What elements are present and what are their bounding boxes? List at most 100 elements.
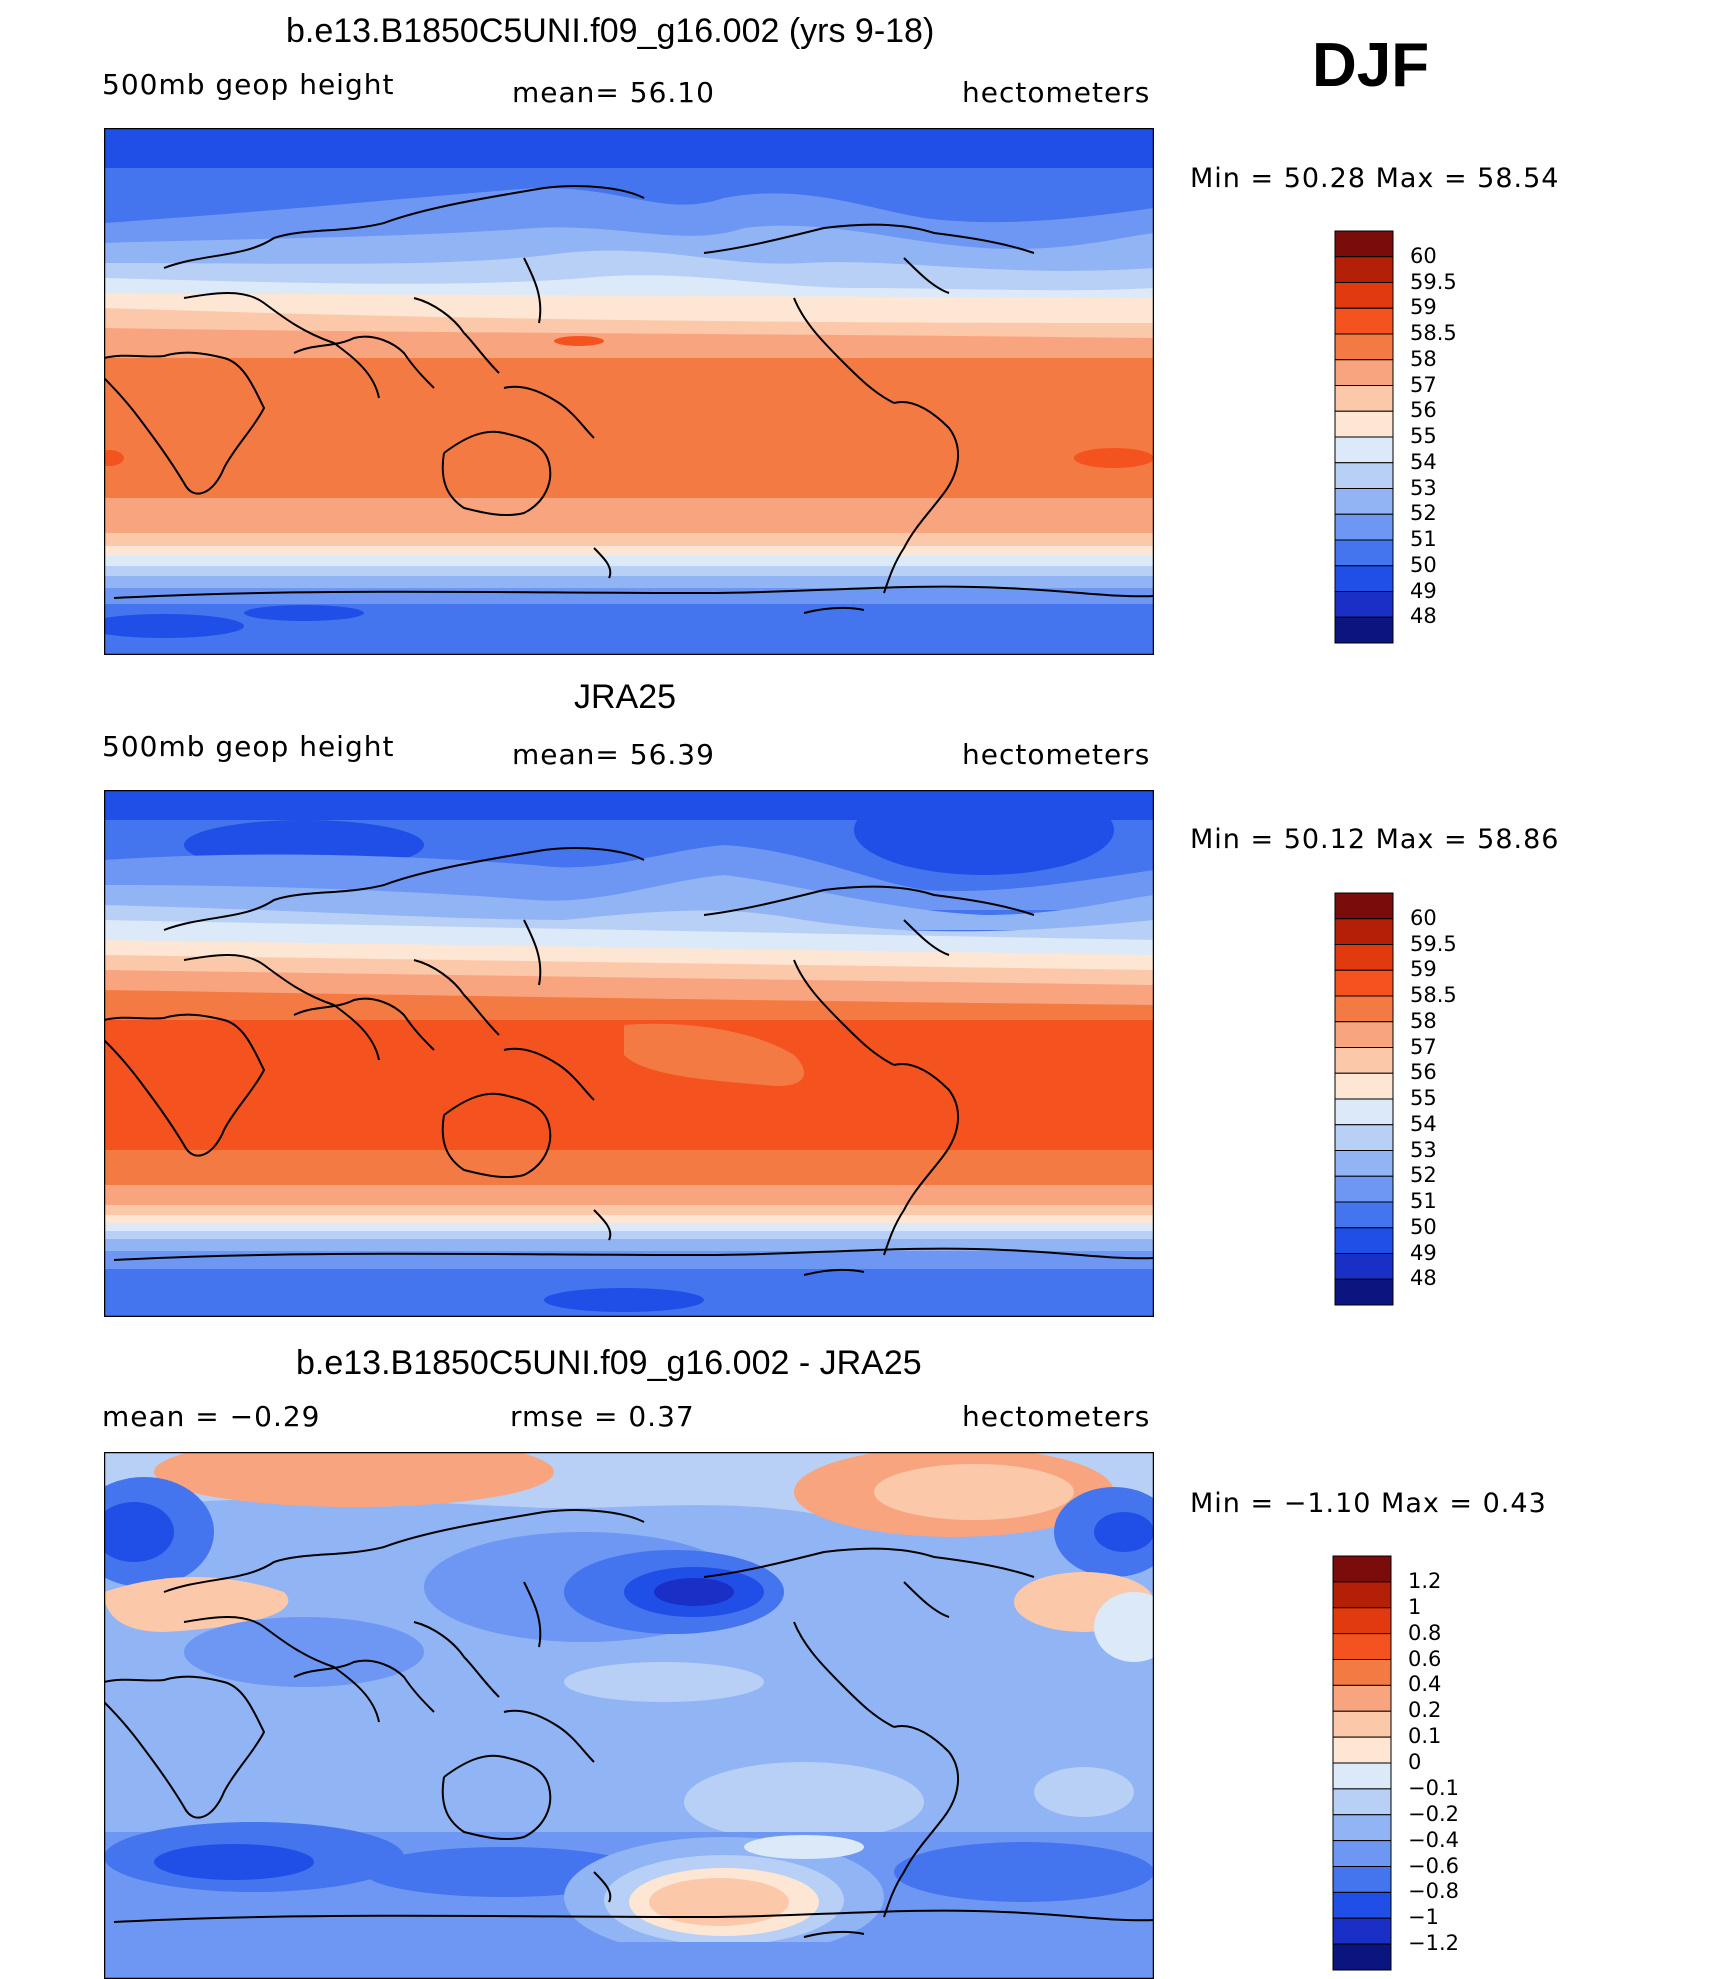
colorbar-swatch: [1334, 1253, 1394, 1280]
colorbar-tick-label: −0.2: [1408, 1801, 1459, 1826]
colorbar-swatch: [1334, 1098, 1394, 1126]
colorbar-tick-label: −0.4: [1408, 1827, 1459, 1852]
colorbar-swatch: [1334, 969, 1394, 997]
colorbar-tick-label: 57: [1410, 1034, 1437, 1059]
colorbar-swatch: [1332, 1943, 1392, 1971]
colorbar-swatch: [1334, 1278, 1394, 1306]
colorbar-tick-label: 55: [1410, 424, 1437, 448]
colorbar-tick-label: 56: [1410, 398, 1437, 423]
colorbar-tick-label: 52: [1410, 501, 1437, 526]
colorbar-tick-label: 1: [1408, 1594, 1422, 1619]
colorbar-swatch: [1332, 1762, 1392, 1790]
colorbar-tick-label: 56: [1410, 1060, 1437, 1085]
panel-2-colorbar: [1334, 892, 1394, 1306]
colorbar-swatch: [1334, 282, 1394, 309]
colorbar-swatch: [1334, 230, 1394, 258]
panel-1-min-max: Min = 50.28 Max = 58.54: [1190, 163, 1560, 194]
colorbar-swatch: [1334, 307, 1394, 335]
colorbar-swatch: [1332, 1736, 1392, 1764]
colorbar-tick-label: 48: [1410, 1266, 1437, 1291]
panel-1-units-label: hectometers: [962, 76, 1151, 109]
panel-3-title: b.e13.B1850C5UNI.f09_g16.002 - JRA25: [296, 1344, 922, 1382]
colorbar-tick-label: 53: [1410, 475, 1437, 500]
colorbar-tick-label: 50: [1410, 552, 1437, 577]
colorbar-tick-label: 1.2: [1408, 1568, 1442, 1593]
colorbar-tick-label: 0.8: [1408, 1620, 1442, 1645]
panel-2-mean-label: mean= 56.39: [512, 738, 715, 771]
panel-3-map: [104, 1452, 1154, 1979]
panel-1-colorbar-ticks: 60 59.5 59 58.5 58 57 56 55 54 53 52 51 50 49 48: [1410, 230, 1490, 644]
colorbar-tick-label: 51: [1410, 527, 1437, 551]
colorbar-swatch: [1334, 944, 1394, 971]
colorbar-swatch: [1334, 1124, 1394, 1151]
panel-2-colorbar-ticks: 60 59.5 59 58.5 58 57 56 55 54 53 52 51 50 49 48: [1410, 892, 1490, 1306]
panel-3-min-max: Min = −1.10 Max = 0.43: [1190, 1488, 1547, 1519]
colorbar-swatch: [1332, 1840, 1392, 1867]
colorbar-tick-label: 60: [1410, 905, 1437, 930]
panel-3-colorbar-ticks: 1.2 1 0.8 0.6 0.4 0.2 0.1 0 −0.1 −0.2 −0.4 −0.6 −0.8…: [1408, 1555, 1488, 1971]
colorbar-tick-label: 49: [1410, 578, 1437, 603]
colorbar-swatch: [1334, 359, 1394, 386]
colorbar-tick-label: −0.6: [1408, 1853, 1459, 1878]
colorbar-swatch: [1334, 565, 1394, 592]
colorbar-tick-label: 54: [1410, 1111, 1437, 1136]
colorbar-swatch: [1334, 591, 1394, 618]
colorbar-swatch: [1334, 892, 1394, 920]
colorbar-tick-label: 51: [1410, 1189, 1437, 1213]
colorbar-swatch: [1334, 410, 1394, 438]
colorbar-swatch: [1332, 1555, 1392, 1583]
colorbar-tick-label: 0.6: [1408, 1646, 1442, 1671]
colorbar-swatch: [1332, 1710, 1392, 1738]
colorbar-swatch: [1332, 1684, 1392, 1712]
colorbar-tick-label: 59.5: [1410, 269, 1457, 294]
colorbar-tick-label: 0.1: [1408, 1724, 1442, 1749]
panel-2-variable-label: 500mb geop height: [102, 730, 395, 763]
colorbar-tick-label: 55: [1410, 1086, 1437, 1110]
colorbar-swatch: [1334, 462, 1394, 489]
panel-3-colorbar: [1332, 1555, 1392, 1971]
colorbar-tick-label: −0.1: [1408, 1775, 1459, 1800]
colorbar-swatch: [1332, 1581, 1392, 1609]
colorbar-swatch: [1332, 1633, 1392, 1660]
colorbar-swatch: [1332, 1814, 1392, 1842]
colorbar-swatch: [1334, 1201, 1394, 1229]
colorbar-swatch: [1334, 918, 1394, 945]
panel-3-mean-label: mean = −0.29: [102, 1400, 321, 1433]
colorbar-swatch: [1334, 616, 1394, 644]
colorbar-tick-label: 53: [1410, 1137, 1437, 1162]
colorbar-tick-label: 58.5: [1410, 983, 1457, 1007]
colorbar-swatch: [1332, 1659, 1392, 1686]
colorbar-swatch: [1334, 488, 1394, 515]
colorbar-swatch: [1332, 1891, 1392, 1919]
panel-2-title: JRA25: [574, 678, 677, 716]
panel-2-units-label: hectometers: [962, 738, 1151, 771]
panel-1-colorbar: [1334, 230, 1394, 644]
colorbar-tick-label: 58.5: [1410, 321, 1457, 345]
panel-1-mean-label: mean= 56.10: [512, 76, 715, 109]
colorbar-tick-label: −1: [1408, 1905, 1439, 1930]
colorbar-tick-label: 50: [1410, 1214, 1437, 1239]
colorbar-swatch: [1332, 1788, 1392, 1816]
colorbar-swatch: [1334, 1072, 1394, 1100]
colorbar-tick-label: 59.5: [1410, 931, 1457, 956]
colorbar-swatch: [1334, 539, 1394, 567]
colorbar-tick-label: 58: [1410, 346, 1437, 371]
colorbar-tick-label: 49: [1410, 1240, 1437, 1265]
colorbar-tick-label: 57: [1410, 372, 1437, 397]
colorbar-tick-label: 59: [1410, 295, 1437, 320]
panel-2-map: [104, 790, 1154, 1317]
panel-1-variable-label: 500mb geop height: [102, 68, 395, 101]
panel-3-rmse-label: rmse = 0.37: [510, 1400, 695, 1433]
colorbar-tick-label: 52: [1410, 1163, 1437, 1188]
colorbar-tick-label: 0.2: [1408, 1698, 1442, 1723]
colorbar-swatch: [1334, 1047, 1394, 1074]
colorbar-tick-label: 58: [1410, 1008, 1437, 1033]
panel-2-min-max: Min = 50.12 Max = 58.86: [1190, 824, 1560, 855]
colorbar-tick-label: 0: [1408, 1750, 1422, 1774]
colorbar-swatch: [1332, 1866, 1392, 1893]
season-label: DJF: [1312, 31, 1430, 100]
panel-3-units-label: hectometers: [962, 1400, 1151, 1433]
colorbar-tick-label: 60: [1410, 243, 1437, 268]
colorbar-swatch: [1334, 1150, 1394, 1177]
panel-1-title: b.e13.B1850C5UNI.f09_g16.002 (yrs 9-18): [286, 12, 935, 50]
